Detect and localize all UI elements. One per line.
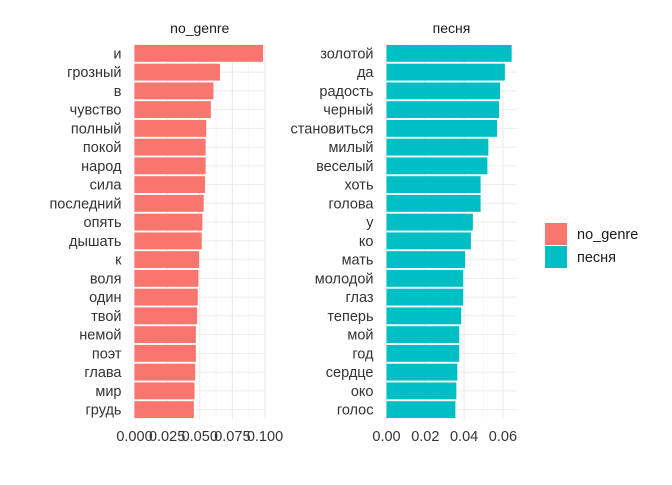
panel-pesnya-bar (386, 363, 458, 381)
panel-pesnya-category-label: око (351, 384, 374, 400)
legend-label: песня (577, 250, 616, 266)
panel-no-genre-category-label: полный (71, 121, 122, 137)
panel-no-genre-category-label: опять (84, 215, 122, 231)
panel-pesnya-x-tick-label: 0.06 (489, 429, 517, 445)
panel-no-genre-category-label: один (89, 290, 121, 306)
panel-pesnya-category-label: радость (319, 84, 373, 100)
panel-no-genre-bar (134, 363, 196, 381)
panel-pesnya-bar (386, 176, 481, 194)
panel-no-genre-bar (134, 213, 203, 231)
panel-pesnya-x-tick-label: 0.04 (450, 429, 478, 445)
panel-pesnya-bar (386, 288, 464, 306)
panel-no-genre-bar (134, 119, 207, 137)
panel-no-genre-category-label: и (113, 46, 121, 62)
panel-no-genre-category-label: сила (90, 178, 123, 194)
panel-pesnya-bar (386, 63, 505, 81)
panel-pesnya-category-label: голова (328, 196, 374, 212)
panel-no-genre-category-label: последний (49, 196, 121, 212)
panel-no-genre-category-label: глава (84, 365, 122, 381)
panel-no-genre-bar (134, 344, 196, 362)
panel-no-genre-bar (134, 176, 205, 194)
panel-pesnya-category-label: мой (347, 328, 373, 344)
panel-pesnya-category-label: сердце (326, 365, 374, 381)
panel-no-genre-x-tick-label: 0.100 (247, 429, 283, 445)
panel-no-genre-category-label: чувство (70, 103, 122, 119)
panel-pesnya-bar (386, 232, 471, 250)
panel-pesnya-category-label: золотой (320, 46, 373, 62)
panel-pesnya-bar (386, 382, 457, 400)
panel-pesnya-x-tick-label: 0.00 (372, 429, 400, 445)
panel-no-genre-strip-title: no_genre (170, 20, 229, 36)
panel-no-genre-category-label: воля (90, 271, 122, 287)
legend-swatch (545, 223, 567, 245)
panel-no-genre-bar (134, 157, 206, 175)
panel-pesnya-bar (386, 157, 488, 175)
panel-pesnya-category-label: веселый (316, 159, 373, 175)
panel-pesnya-category-label: год (352, 346, 374, 362)
panel-no-genre-category-label: народ (81, 159, 122, 175)
panel-pesnya-bar (386, 344, 460, 362)
panel-no-genre-category-label: твой (91, 309, 121, 325)
panel-no-genre-bar (134, 101, 211, 119)
panel-no-genre-bar (134, 326, 196, 344)
panel-pesnya-category-label: голос (337, 403, 374, 419)
panel-no-genre-bar (134, 138, 206, 156)
panel-no-genre-x-tick-label: 0.000 (116, 429, 152, 445)
panel-pesnya-category-label: хоть (344, 178, 373, 194)
panel-pesnya-category-label: глаз (346, 290, 374, 306)
panel-pesnya-category-label: становиться (291, 121, 374, 137)
panel-no-genre-x-tick-label: 0.050 (182, 429, 218, 445)
panel-pesnya-category-label: да (357, 65, 374, 81)
panel-no-genre-category-label: поэт (92, 346, 122, 362)
panel-no-genre-x-tick-label: 0.025 (149, 429, 185, 445)
panel-pesnya-bar (386, 326, 460, 344)
panel-no-genre-bar (134, 307, 198, 325)
panel-no-genre-bar (134, 401, 194, 419)
panel-pesnya-x-tick-label: 0.02 (411, 429, 439, 445)
panel-pesnya-category-label: мать (342, 253, 374, 269)
panel-pesnya-bar (386, 101, 500, 119)
panel-pesnya-bar (386, 251, 466, 269)
panel-no-genre-bar (134, 82, 214, 100)
panel-no-genre-category-label: грозный (67, 65, 121, 81)
panel-no-genre-category-label: в (114, 84, 122, 100)
panel-no-genre-bar (134, 63, 220, 81)
panel-no-genre-category-label: грудь (86, 403, 122, 419)
panel-pesnya-category-label: молодой (315, 271, 374, 287)
panel-no-genre-bar (134, 194, 204, 212)
legend-swatch (545, 246, 567, 268)
panel-pesnya-bar (386, 194, 481, 212)
panel-no-genre-category-label: к (115, 253, 122, 269)
panel-pesnya-bar (386, 401, 456, 419)
panel-pesnya-bar (386, 307, 462, 325)
panel-pesnya-category-label: у (366, 215, 374, 231)
panel-no-genre-category-label: немой (79, 328, 121, 344)
panel-no-genre-bar (134, 44, 264, 62)
panel-pesnya-category-label: теперь (327, 309, 373, 325)
panel-no-genre-bar (134, 232, 202, 250)
panel-pesnya-bar (386, 44, 512, 62)
panel-pesnya-bar (386, 213, 473, 231)
panel-no-genre-category-label: дышать (69, 234, 121, 250)
panel-no-genre-bar (134, 288, 198, 306)
panel-pesnya-category-label: черный (323, 103, 373, 119)
legend-label: no_genre (577, 227, 638, 243)
panel-no-genre-bar (134, 382, 195, 400)
panel-pesnya-category-label: милый (328, 140, 373, 156)
panel-no-genre-x-tick-label: 0.075 (214, 429, 250, 445)
panel-pesnya-bar (386, 138, 489, 156)
panel-no-genre-category-label: мир (95, 384, 121, 400)
panel-no-genre-category-label: покой (83, 140, 122, 156)
panel-pesnya-bar (386, 82, 501, 100)
panel-pesnya-bar (386, 119, 498, 137)
panel-no-genre-bar (134, 269, 199, 287)
panel-pesnya-bar (386, 269, 464, 287)
panel-no-genre-bar (134, 251, 200, 269)
panel-pesnya-category-label: ко (359, 234, 374, 250)
panel-pesnya-strip-title: песня (433, 20, 471, 36)
